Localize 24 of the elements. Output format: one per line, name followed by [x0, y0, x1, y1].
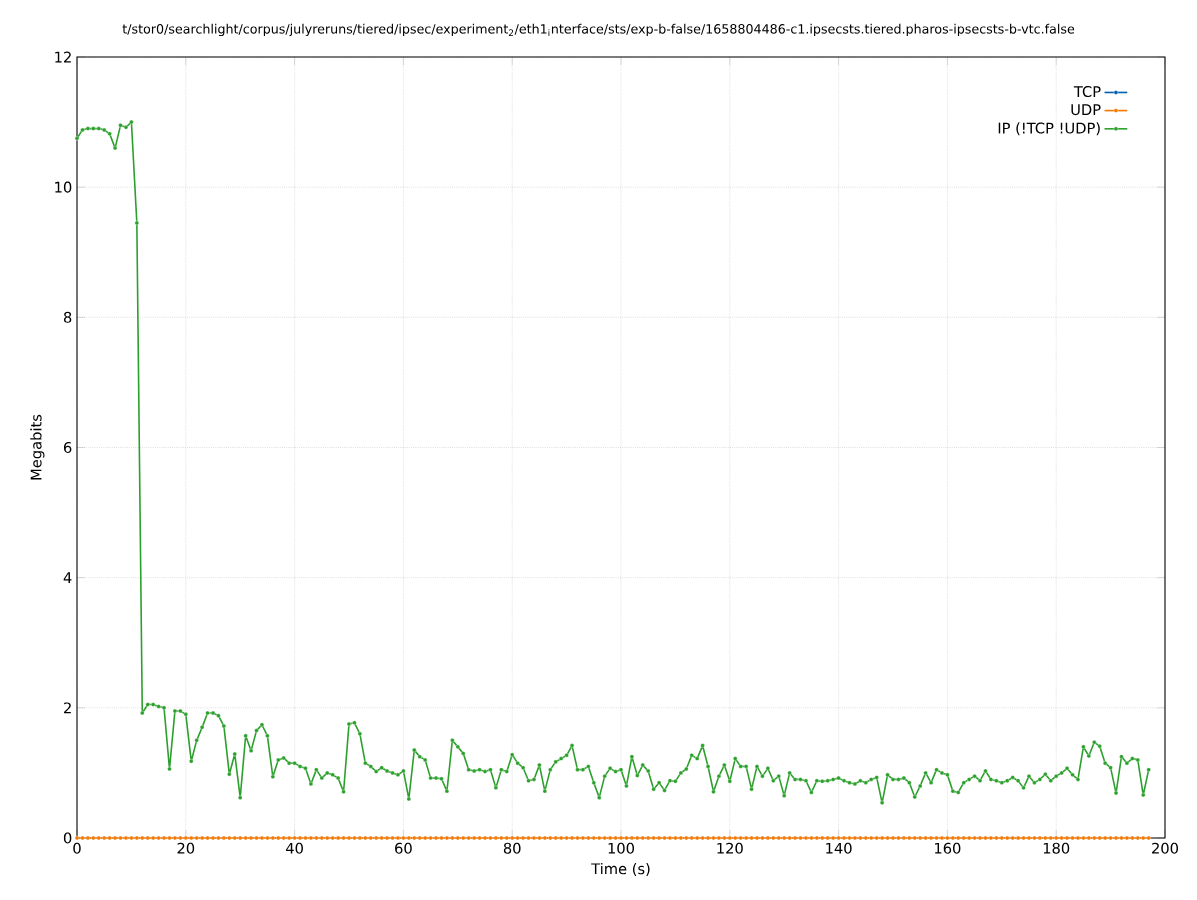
- y-tick-label: 0: [63, 832, 72, 844]
- legend-label: TCP: [1073, 86, 1101, 98]
- y-tick-label: 8: [63, 311, 72, 323]
- x-tick-label: 120: [717, 842, 743, 854]
- y-tick-label: 2: [64, 702, 71, 714]
- x-tick-label: 140: [826, 842, 852, 854]
- x-tick-label: 100: [608, 842, 634, 854]
- x-axis-title: Time (s): [591, 862, 650, 877]
- x-tick-label: 20: [177, 842, 195, 854]
- x-tick-label: 80: [503, 842, 521, 854]
- chart-title: t/stor0/searchlight/corpus/julyreruns/tiered/ipsec/experiment$_{2}$/eth1$_{i}$nterface/sts/exp-b-false/1658804486-c1.ipsecsts.tiered.pharos-ipsecsts-b-vtc.false: [122, 23, 1075, 37]
- y-tick-label: 12: [55, 51, 71, 63]
- x-tick-label: 200: [1152, 842, 1178, 854]
- legend-label: UDP: [1071, 104, 1101, 116]
- x-tick-label: 60: [395, 842, 412, 854]
- x-tick-label: 160: [935, 842, 961, 854]
- y-tick-label: 6: [63, 441, 72, 454]
- x-tick-label: 0: [73, 842, 81, 854]
- x-tick-label: 40: [285, 842, 303, 854]
- y-tick-label: 4: [63, 572, 72, 583]
- y-tick-label: 10: [55, 181, 72, 193]
- x-tick-label: 180: [1043, 842, 1070, 854]
- y-axis-title: Megabits: [30, 414, 45, 480]
- legend-label: IP (!TCP !UDP): [998, 122, 1100, 136]
